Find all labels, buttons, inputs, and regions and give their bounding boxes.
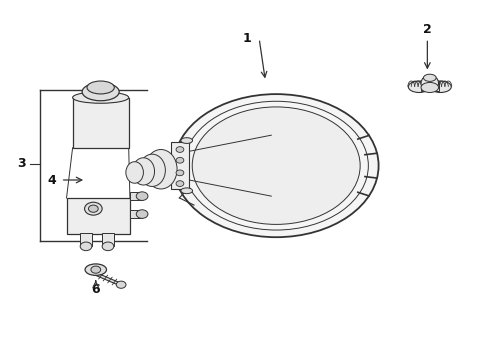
- Ellipse shape: [82, 83, 119, 101]
- Ellipse shape: [139, 154, 165, 186]
- Ellipse shape: [73, 92, 128, 103]
- Circle shape: [102, 242, 114, 251]
- Circle shape: [176, 181, 183, 186]
- Text: 2: 2: [422, 23, 431, 36]
- Ellipse shape: [420, 75, 438, 91]
- Text: 5: 5: [86, 86, 95, 99]
- Text: 6: 6: [91, 283, 100, 296]
- Text: 4: 4: [47, 174, 56, 186]
- Ellipse shape: [429, 81, 450, 93]
- Circle shape: [84, 202, 102, 215]
- Bar: [420, 82, 438, 91]
- Text: 1: 1: [242, 32, 251, 45]
- Circle shape: [136, 192, 148, 201]
- Bar: [73, 98, 128, 148]
- Circle shape: [176, 157, 183, 163]
- Bar: [170, 142, 189, 189]
- Bar: [66, 198, 130, 234]
- Circle shape: [136, 210, 148, 219]
- Ellipse shape: [173, 94, 378, 237]
- Bar: [130, 192, 142, 201]
- Ellipse shape: [192, 107, 360, 224]
- Ellipse shape: [181, 188, 192, 194]
- Circle shape: [176, 170, 183, 176]
- Circle shape: [116, 281, 126, 288]
- Ellipse shape: [132, 158, 154, 185]
- Circle shape: [91, 266, 101, 273]
- Ellipse shape: [181, 138, 192, 143]
- Bar: [80, 233, 92, 246]
- Bar: [102, 233, 114, 246]
- Circle shape: [88, 205, 98, 212]
- Polygon shape: [92, 274, 124, 285]
- Ellipse shape: [407, 81, 429, 93]
- Text: 3: 3: [17, 157, 25, 170]
- Ellipse shape: [144, 149, 177, 189]
- Bar: [130, 210, 142, 219]
- Ellipse shape: [420, 82, 438, 93]
- Ellipse shape: [423, 74, 435, 81]
- Ellipse shape: [87, 81, 114, 94]
- Ellipse shape: [125, 162, 143, 183]
- Ellipse shape: [85, 264, 106, 275]
- Circle shape: [176, 147, 183, 152]
- Circle shape: [80, 242, 92, 251]
